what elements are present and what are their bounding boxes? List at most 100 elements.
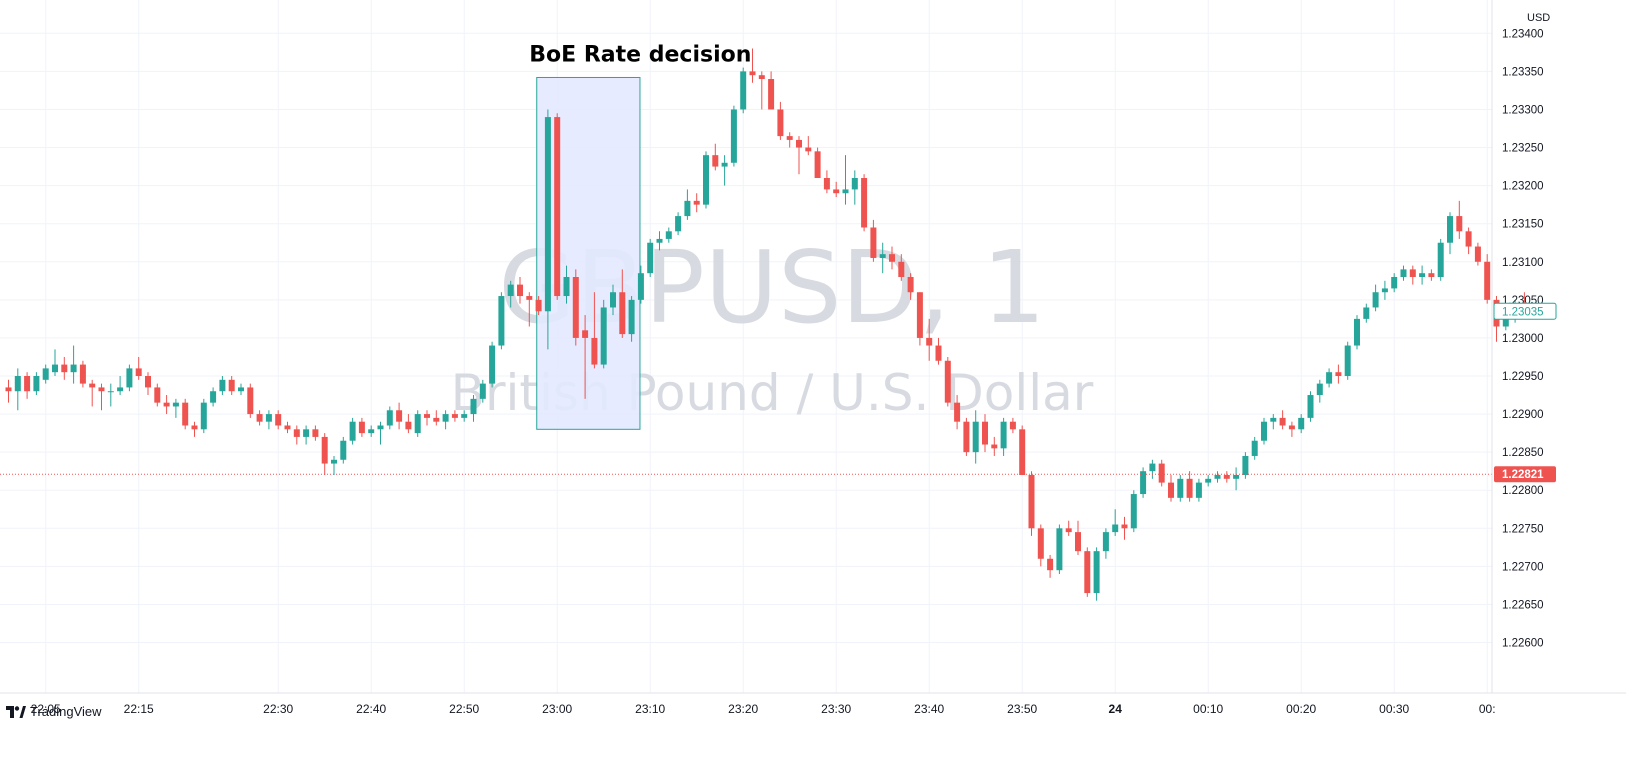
candle-down[interactable] [396,402,403,430]
candle-up[interactable] [1344,341,1351,380]
candle-up[interactable] [610,284,616,316]
highlight-rectangle[interactable] [536,76,641,430]
candle-up[interactable] [637,265,644,304]
candle-up[interactable] [238,383,244,396]
candle-up[interactable] [721,155,728,186]
candle-down[interactable] [1456,200,1463,239]
candle-up[interactable] [879,242,886,274]
candle-down[interactable] [89,379,96,407]
candle-up[interactable] [303,425,310,445]
candle-down[interactable] [61,356,68,380]
candle-up[interactable] [377,421,384,445]
candle-down[interactable] [823,170,830,194]
candle-up[interactable] [1214,471,1221,483]
candle-down[interactable] [1428,269,1435,281]
candle-down[interactable] [1186,471,1193,502]
candle-up[interactable] [1177,475,1184,502]
candle-up[interactable] [117,376,124,396]
candle-down[interactable] [1047,554,1054,578]
boe-highlight-region[interactable] [536,76,641,430]
candle-up[interactable] [442,410,449,430]
candle-down[interactable] [693,193,700,213]
candle-up[interactable] [265,410,272,430]
candle-down[interactable] [312,425,319,441]
candle-down[interactable] [228,376,235,396]
candle-up[interactable] [210,387,217,407]
tradingview-branding[interactable]: TradingView [6,704,102,719]
candle-up[interactable] [842,155,849,205]
candle-up[interactable] [628,296,635,342]
candle-down[interactable] [898,254,905,281]
candle-down[interactable] [758,71,765,110]
candle-down[interactable] [926,318,933,361]
candle-up[interactable] [1354,315,1360,350]
candle-down[interactable] [1223,471,1230,483]
candle-down[interactable] [135,356,142,380]
candle-down[interactable] [1009,417,1016,434]
candle-down[interactable] [247,383,254,418]
candle-up[interactable] [126,364,133,392]
candle-up[interactable] [972,410,979,464]
candle-down[interactable] [1335,364,1342,384]
candle-up[interactable] [656,231,663,251]
candle-down[interactable] [98,383,105,411]
candle-down[interactable] [321,433,328,475]
candle-down[interactable] [517,277,523,304]
candle-down[interactable] [79,360,86,388]
candle-up[interactable] [730,105,737,167]
candle-down[interactable] [768,71,775,110]
candle-down[interactable] [1409,265,1416,285]
candle-up[interactable] [1000,417,1007,456]
candle-up[interactable] [331,455,337,475]
candle-up[interactable] [600,299,607,369]
candle-up[interactable] [851,170,858,205]
candle-down[interactable] [796,136,802,175]
candle-up[interactable] [1316,379,1323,403]
candle-up[interactable] [1112,509,1119,536]
candle-up[interactable] [1195,478,1202,502]
candle-down[interactable] [24,372,31,399]
candle-down[interactable] [805,136,812,156]
candle-down[interactable] [1474,242,1481,266]
candle-up[interactable] [489,341,496,388]
candle-down[interactable] [358,417,365,437]
candle-up[interactable] [1437,238,1444,281]
candle-up[interactable] [1251,436,1258,460]
candle-down[interactable] [284,421,291,434]
candle-up[interactable] [1372,284,1379,312]
candle-down[interactable] [712,143,719,171]
candle-down[interactable] [256,410,263,426]
candle-down[interactable] [1028,471,1035,536]
time-axis[interactable]: 22:05 22:15 22:30 22:40 22:50 23:00 23:10 23:20… [0,692,1626,716]
candle-up[interactable] [52,349,58,376]
candle-up[interactable] [42,364,49,384]
candle-down[interactable] [1084,547,1091,597]
candle-down[interactable] [1168,475,1174,502]
candle-up[interactable] [544,109,551,350]
candle-up[interactable] [1233,467,1240,491]
candle-up[interactable] [1363,303,1370,323]
candle-up[interactable] [1419,265,1426,285]
candle-down[interactable] [954,395,961,430]
candle-down[interactable] [1121,516,1128,540]
candle-down[interactable] [786,132,793,148]
candle-up[interactable] [498,292,505,350]
candle-down[interactable] [451,410,458,422]
candle-down[interactable] [182,398,189,430]
candle-up[interactable] [1326,368,1333,388]
candle-up[interactable] [1298,414,1305,434]
candle-up[interactable] [1205,475,1212,487]
candle-down[interactable] [554,113,561,300]
candle-down[interactable] [1019,425,1026,476]
candle-up[interactable] [340,436,347,464]
candle-down[interactable] [1065,520,1072,536]
candle-down[interactable] [1279,410,1286,430]
candle-down[interactable] [145,372,151,396]
candle-up[interactable] [1447,212,1453,255]
candle-up[interactable] [172,398,179,418]
candle-up[interactable] [1381,280,1388,300]
candle-up[interactable] [470,395,477,422]
candle-down[interactable] [5,379,12,403]
candle-up[interactable] [386,406,393,430]
